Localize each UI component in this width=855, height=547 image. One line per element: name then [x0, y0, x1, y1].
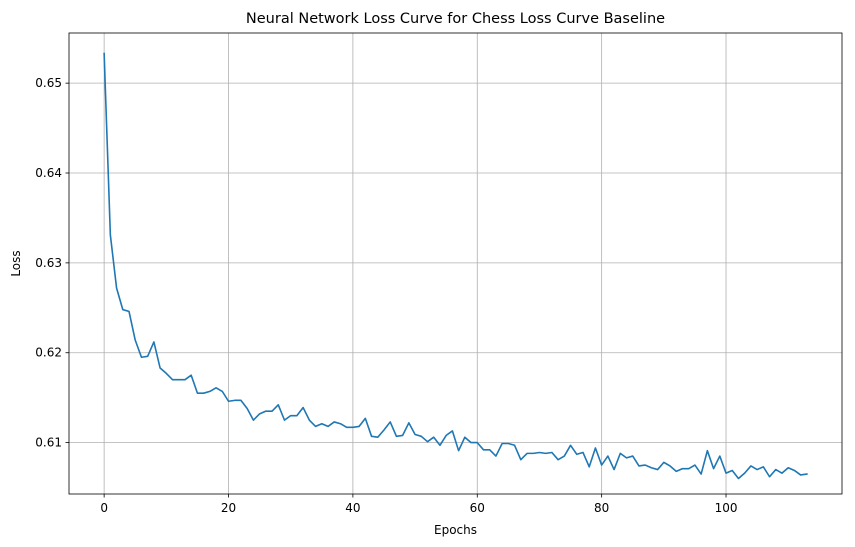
- chart-title: Neural Network Loss Curve for Chess Loss…: [246, 11, 665, 27]
- y-tick-label: 0.62: [35, 346, 62, 360]
- x-tick-label: 40: [345, 501, 360, 515]
- y-tick-label: 0.64: [35, 166, 62, 180]
- grid: [69, 33, 842, 494]
- plot-frame: [68, 32, 843, 495]
- loss-series-line: [103, 52, 808, 480]
- y-tick-label: 0.65: [35, 76, 62, 90]
- x-tick-label: 100: [715, 501, 738, 515]
- x-tick-label: 20: [221, 501, 236, 515]
- y-tick-label: 0.61: [35, 436, 62, 450]
- y-axis: 0.61 0.62 0.63 0.64 0.65: [35, 76, 69, 450]
- x-tick-label: 80: [594, 501, 609, 515]
- y-axis-label: Loss: [9, 250, 23, 276]
- y-tick-label: 0.63: [35, 256, 62, 270]
- series-layer: [103, 52, 808, 480]
- x-axis: 0 20 40 60 80 100: [100, 494, 737, 515]
- x-tick-label: 60: [470, 501, 485, 515]
- x-axis-label: Epochs: [434, 523, 477, 537]
- x-tick-label: 0: [100, 501, 108, 515]
